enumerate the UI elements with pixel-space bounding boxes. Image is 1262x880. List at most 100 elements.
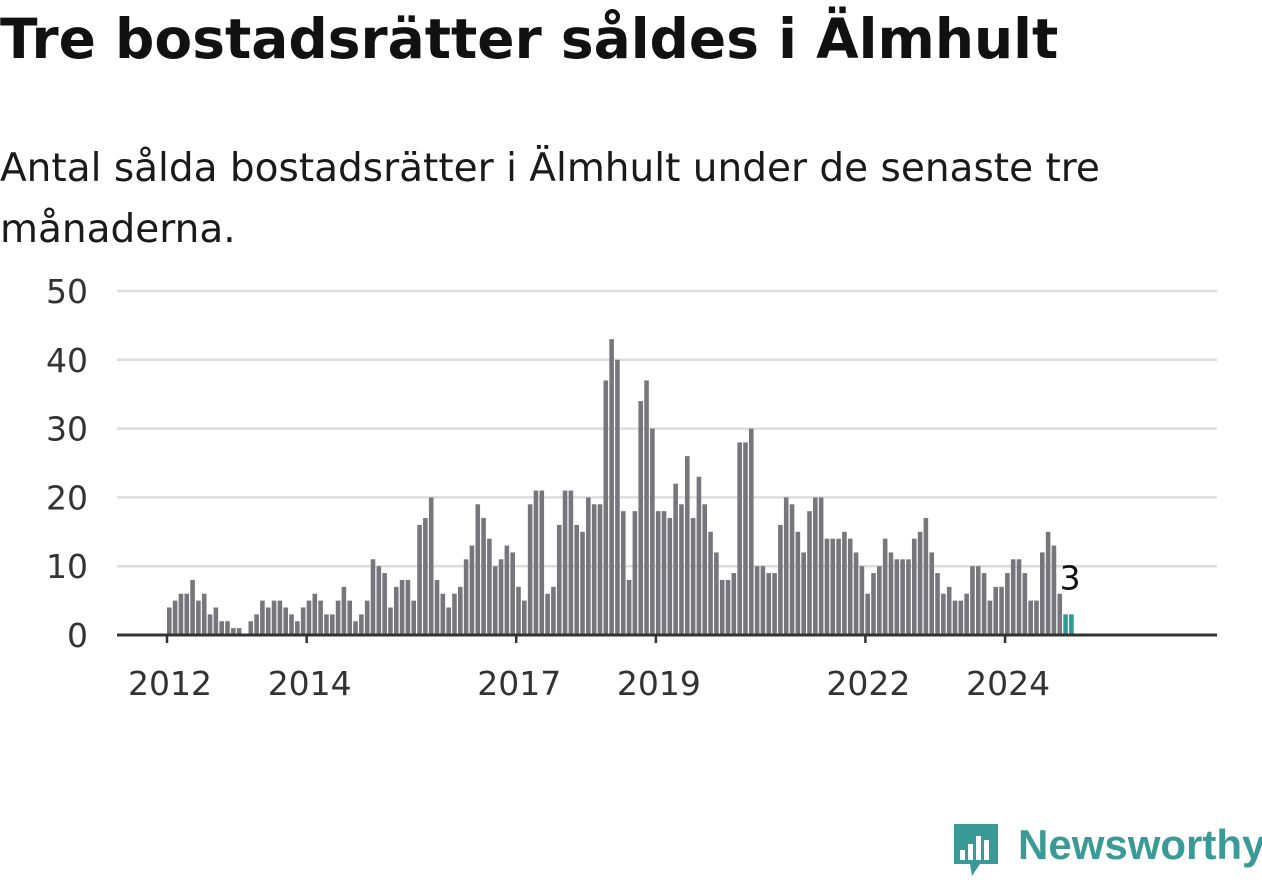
labels: 0 10 20 30 40 50 2012 2014 2017 2019 2022 2024 3 (46, 272, 1081, 703)
bar (609, 339, 614, 635)
bar (440, 593, 446, 635)
bar (481, 518, 486, 635)
bar (347, 600, 353, 635)
bar (289, 614, 294, 635)
newsworthy-chart-icon (954, 824, 998, 876)
bar (999, 586, 1004, 635)
bar (760, 566, 766, 635)
last-value-label: 3 (1060, 558, 1081, 597)
bar (749, 428, 754, 635)
bar (877, 566, 882, 635)
bar (248, 621, 254, 635)
bar (388, 607, 393, 635)
x-tick-label: 2019 (617, 664, 701, 703)
bar (737, 442, 742, 635)
bar (533, 490, 539, 635)
bar (597, 504, 603, 635)
bar (312, 593, 318, 635)
bar (556, 524, 562, 635)
bar (778, 524, 783, 635)
bar (772, 573, 777, 635)
bar (1063, 614, 1068, 635)
bar (789, 504, 795, 635)
bar (679, 504, 684, 635)
bar (743, 442, 748, 635)
bar (865, 593, 870, 635)
bar (766, 573, 772, 635)
bar (277, 600, 283, 635)
bar (306, 600, 312, 635)
bar (719, 579, 725, 635)
bar (586, 497, 591, 635)
bar (574, 524, 579, 635)
bar (673, 483, 678, 635)
bar (813, 497, 818, 635)
bar (824, 538, 830, 635)
bar (469, 545, 475, 635)
y-tick-label: 0 (67, 616, 88, 655)
bar (580, 531, 585, 635)
bar (417, 524, 422, 635)
bar (428, 497, 434, 635)
bar (190, 579, 195, 635)
bar (382, 573, 387, 635)
newsworthy-logo: Newsworthy (950, 818, 1262, 878)
bar (1069, 614, 1074, 635)
bar (754, 566, 760, 635)
x-tick-label: 2017 (477, 664, 561, 703)
bar (213, 607, 219, 635)
bar (370, 559, 376, 635)
bar (498, 559, 504, 635)
bar (795, 531, 801, 635)
bar (696, 476, 702, 635)
bar (626, 579, 632, 635)
bar (225, 621, 230, 635)
bar (917, 531, 923, 635)
bar (423, 518, 428, 635)
bar (993, 586, 999, 635)
bar (906, 559, 911, 635)
bar (900, 559, 905, 635)
bar (516, 586, 521, 635)
bar (364, 600, 370, 635)
bar (842, 531, 847, 635)
bar (655, 511, 661, 635)
bar (353, 621, 358, 635)
bar (539, 490, 545, 635)
bar (871, 573, 876, 635)
x-tick-label: 2012 (128, 664, 212, 703)
bar (172, 600, 178, 635)
bar (987, 600, 993, 635)
bar (731, 573, 737, 635)
bar (458, 586, 463, 635)
bars (167, 339, 1074, 635)
bar (271, 600, 277, 635)
bar (807, 511, 812, 635)
bar (882, 538, 888, 635)
bar (399, 579, 405, 635)
bar (644, 380, 649, 635)
bar (487, 538, 492, 635)
bar (964, 593, 969, 635)
bar (300, 607, 306, 635)
bar (1057, 593, 1063, 635)
bar (853, 552, 859, 635)
bar (434, 579, 440, 635)
bar (254, 614, 259, 635)
bar (620, 511, 626, 635)
y-tick-label: 40 (46, 341, 88, 380)
bar (1005, 573, 1010, 635)
bar (708, 531, 713, 635)
newsworthy-wordmark: Newsworthy (1018, 821, 1262, 868)
bar (702, 504, 708, 635)
bar (981, 573, 987, 635)
bar (1051, 545, 1057, 635)
bar (929, 552, 935, 635)
bar (207, 614, 213, 635)
chart-title: Tre bostadsrätter såldes i Älmhult (0, 7, 1059, 71)
bar (568, 490, 574, 635)
bar (492, 566, 498, 635)
bar (527, 504, 533, 635)
x-tick-label: 2014 (268, 664, 352, 703)
bar (638, 401, 644, 635)
